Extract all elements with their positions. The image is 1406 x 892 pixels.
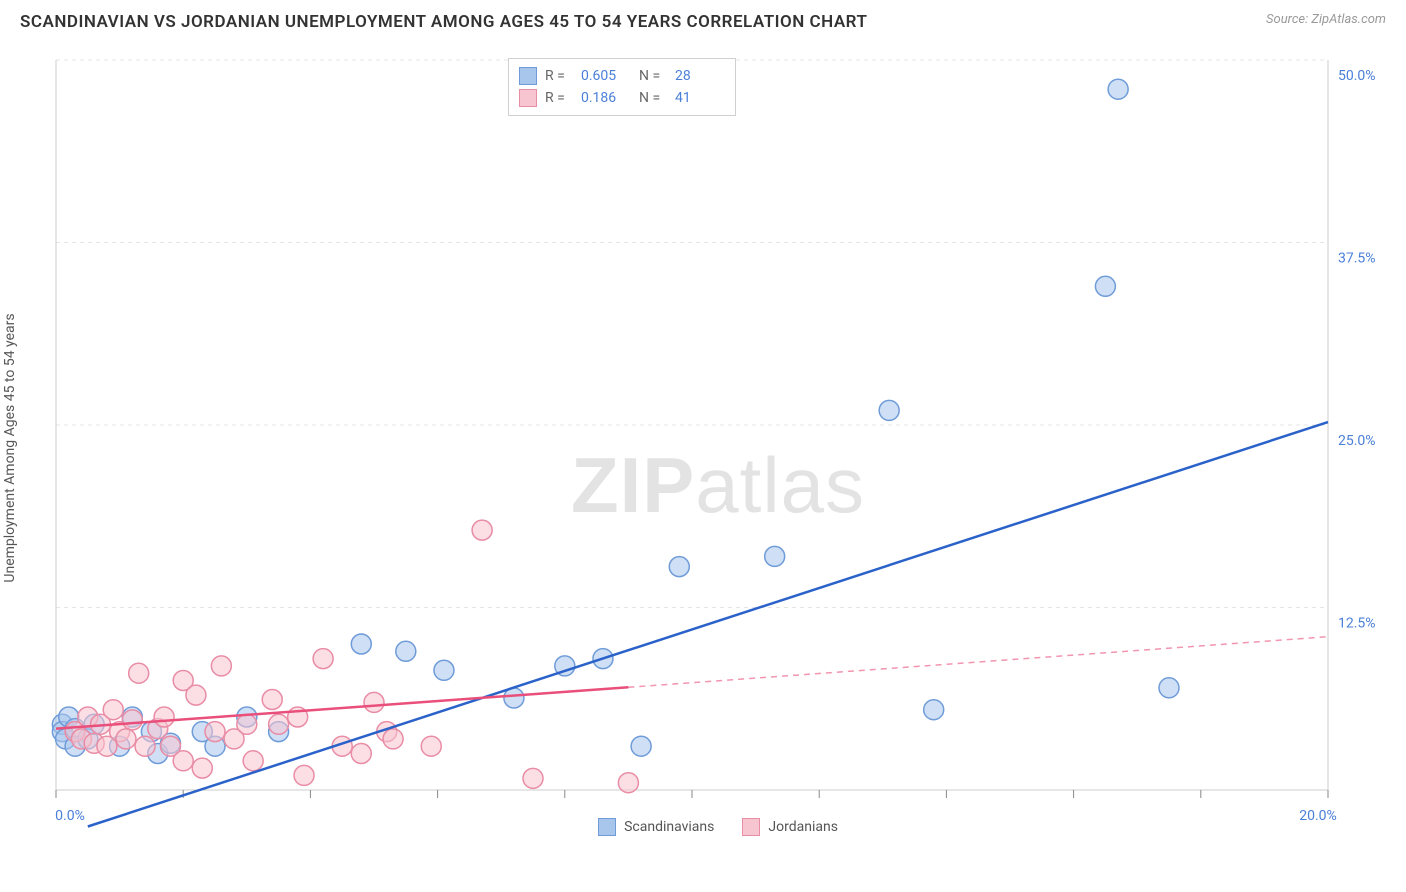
data-point-jordanians xyxy=(364,692,384,712)
data-point-jordanians xyxy=(122,710,142,730)
r-label: R = xyxy=(545,90,573,106)
data-point-scandinavians xyxy=(1159,678,1179,698)
data-point-jordanians xyxy=(243,751,263,771)
data-point-jordanians xyxy=(523,768,543,788)
data-point-jordanians xyxy=(262,689,282,709)
data-point-jordanians xyxy=(313,649,333,669)
n-value: 41 xyxy=(675,90,725,106)
stats-row-scandinavians: R = 0.605 N = 28 xyxy=(519,65,725,87)
trend-line-jordanians xyxy=(56,687,628,728)
y-tick-label: 25.0% xyxy=(1338,433,1376,449)
data-point-scandinavians xyxy=(1095,276,1115,296)
data-point-scandinavians xyxy=(879,400,899,420)
data-point-scandinavians xyxy=(351,634,371,654)
data-point-scandinavians xyxy=(396,641,416,661)
data-point-scandinavians xyxy=(669,557,689,577)
y-tick-label: 37.5% xyxy=(1338,251,1376,267)
data-point-jordanians xyxy=(618,773,638,793)
chart-title: SCANDINAVIAN VS JORDANIAN UNEMPLOYMENT A… xyxy=(20,12,867,32)
legend-label: Scandinavians xyxy=(624,819,714,835)
data-point-jordanians xyxy=(205,722,225,742)
data-point-jordanians xyxy=(269,714,289,734)
legend-item-scandinavians: Scandinavians xyxy=(598,818,714,836)
data-point-jordanians xyxy=(472,520,492,540)
legend-swatch-scandinavians xyxy=(598,818,616,836)
data-point-jordanians xyxy=(383,729,403,749)
trend-extrapolation-jordanians xyxy=(628,637,1328,688)
y-tick-label: 12.5% xyxy=(1338,616,1376,632)
source-attribution: Source: ZipAtlas.com xyxy=(1266,12,1386,27)
data-point-jordanians xyxy=(351,744,371,764)
y-tick-label: 50.0% xyxy=(1338,68,1376,84)
scatter-plot: 12.5%25.0%37.5%50.0%0.0%20.0% xyxy=(48,50,1388,830)
data-point-scandinavians xyxy=(1108,79,1128,99)
chart-container: Unemployment Among Ages 45 to 54 years Z… xyxy=(48,50,1388,830)
trend-line-scandinavians xyxy=(88,422,1328,826)
data-point-jordanians xyxy=(135,736,155,756)
r-label: R = xyxy=(545,68,573,84)
swatch-scandinavians xyxy=(519,67,537,85)
r-value: 0.186 xyxy=(581,90,631,106)
correlation-stats-box: R = 0.605 N = 28 R = 0.186 N = 41 xyxy=(508,58,736,116)
data-point-jordanians xyxy=(211,656,231,676)
data-point-jordanians xyxy=(116,729,136,749)
data-point-scandinavians xyxy=(434,660,454,680)
data-point-jordanians xyxy=(294,765,314,785)
data-point-jordanians xyxy=(129,663,149,683)
data-point-jordanians xyxy=(154,707,174,727)
data-point-scandinavians xyxy=(631,736,651,756)
legend-label: Jordanians xyxy=(768,819,838,835)
r-value: 0.605 xyxy=(581,68,631,84)
data-point-jordanians xyxy=(192,758,212,778)
n-label: N = xyxy=(639,68,667,84)
y-axis-label: Unemployment Among Ages 45 to 54 years xyxy=(2,313,18,582)
data-point-jordanians xyxy=(421,736,441,756)
data-point-jordanians xyxy=(186,685,206,705)
legend-swatch-jordanians xyxy=(742,818,760,836)
data-point-scandinavians xyxy=(924,700,944,720)
swatch-jordanians xyxy=(519,89,537,107)
stats-row-jordanians: R = 0.186 N = 41 xyxy=(519,87,725,109)
legend-item-jordanians: Jordanians xyxy=(742,818,838,836)
data-point-jordanians xyxy=(237,714,257,734)
data-point-scandinavians xyxy=(765,546,785,566)
legend: Scandinavians Jordanians xyxy=(48,818,1388,836)
data-point-jordanians xyxy=(103,700,123,720)
n-value: 28 xyxy=(675,68,725,84)
data-point-jordanians xyxy=(173,751,193,771)
n-label: N = xyxy=(639,90,667,106)
